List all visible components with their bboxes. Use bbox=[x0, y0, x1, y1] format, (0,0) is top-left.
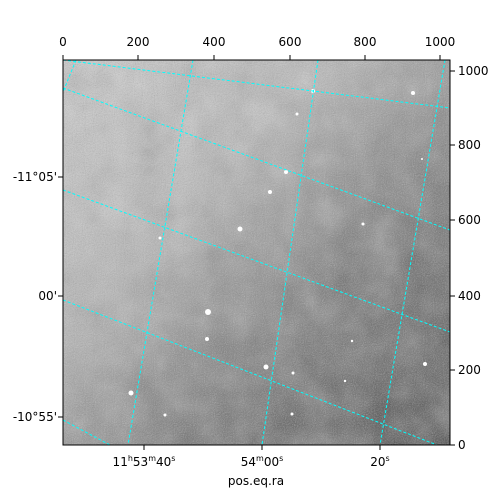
star-source bbox=[350, 339, 354, 343]
image-area bbox=[63, 60, 450, 445]
bottom-tick-label: 11h53m40s bbox=[112, 454, 176, 469]
star-source bbox=[128, 390, 134, 396]
grid-line bbox=[63, 87, 450, 231]
right-tick-label: 200 bbox=[458, 363, 481, 377]
right-tick-label: 400 bbox=[458, 289, 481, 303]
plot-frame bbox=[62, 59, 451, 446]
axis-ticks bbox=[58, 55, 455, 450]
star-source bbox=[263, 364, 269, 370]
star-source bbox=[268, 190, 272, 194]
bottom-tick-label: 20s bbox=[370, 454, 390, 469]
star-source bbox=[421, 158, 423, 160]
star-source bbox=[205, 309, 211, 315]
star-source bbox=[290, 412, 294, 416]
star-source bbox=[295, 112, 299, 116]
left-tick-label: -11°05' bbox=[12, 170, 57, 184]
top-tick-label: 400 bbox=[202, 35, 226, 49]
star-sources bbox=[128, 89, 427, 417]
grid-line bbox=[63, 60, 77, 93]
top-tick-label: 1000 bbox=[424, 35, 456, 49]
star-source bbox=[158, 236, 162, 240]
star-source bbox=[237, 226, 243, 232]
star-source bbox=[291, 371, 295, 375]
x-axis-title: pos.eq.ra bbox=[227, 474, 285, 488]
star-source bbox=[411, 91, 415, 95]
left-tick-label: 00' bbox=[38, 289, 57, 303]
star-source bbox=[423, 362, 427, 366]
coordinate-grid bbox=[63, 60, 450, 445]
left-tick-label: -10°55' bbox=[12, 410, 57, 424]
grid-line bbox=[379, 60, 446, 445]
right-tick-label: 800 bbox=[458, 138, 481, 152]
grid-line bbox=[63, 299, 439, 445]
star-source bbox=[163, 413, 167, 417]
top-tick-label: 800 bbox=[353, 35, 377, 49]
right-tick-label: 0 bbox=[458, 438, 466, 452]
star-source bbox=[343, 379, 347, 383]
grid-line bbox=[63, 419, 111, 445]
top-tick-label: 600 bbox=[278, 35, 302, 49]
top-tick-label: 200 bbox=[126, 35, 150, 49]
top-tick-label: 0 bbox=[59, 35, 67, 49]
star-source bbox=[284, 170, 288, 174]
star-source bbox=[361, 222, 365, 226]
right-tick-label: 1000 bbox=[458, 64, 489, 78]
grid-line bbox=[63, 189, 450, 333]
grid-line bbox=[127, 60, 194, 445]
right-tick-label: 600 bbox=[458, 213, 481, 227]
bottom-tick-label: 54m00s bbox=[240, 454, 284, 469]
star-source bbox=[205, 337, 209, 341]
